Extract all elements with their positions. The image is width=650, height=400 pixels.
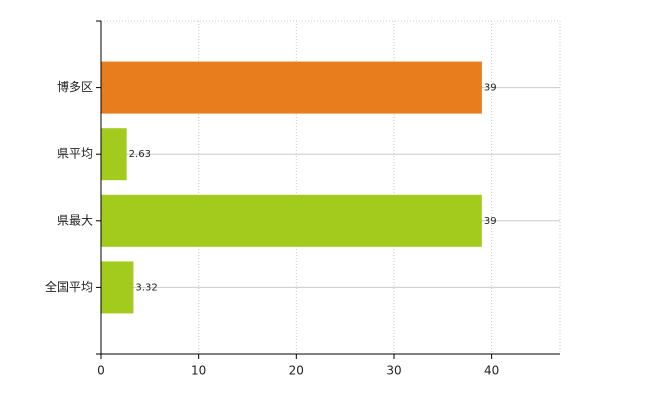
x-tick-label: 20 [289,364,304,378]
x-tick-label: 10 [191,364,206,378]
bar [101,194,482,247]
y-tick-label: 全国平均 [45,279,93,294]
value-label: 2.63 [129,149,151,160]
bar [101,128,127,181]
value-label: 39 [484,216,497,227]
bar [101,61,482,114]
bar [101,261,134,314]
x-tick-label: 30 [386,364,401,378]
y-tick-label: 県最大 [57,213,93,227]
value-label: 39 [484,83,497,94]
value-label: 3.32 [135,282,157,293]
y-tick-label: 県平均 [57,147,93,161]
x-tick-label: 40 [484,364,499,378]
x-tick-label: 0 [97,364,105,378]
y-tick-label: 博多区 [57,79,93,94]
